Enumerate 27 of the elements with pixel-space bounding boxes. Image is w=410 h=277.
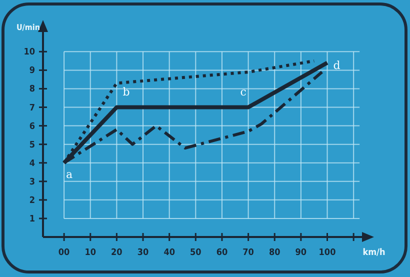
x-axis-title: km/h	[362, 248, 386, 258]
y-tick-label: 8	[29, 84, 36, 95]
y-tick-label: 3	[29, 177, 35, 188]
y-tick-label: 10	[24, 48, 36, 58]
y-tick-label: 4	[29, 158, 36, 169]
x-tick-label: 30	[137, 248, 150, 258]
x-tick-label: 40	[164, 248, 176, 258]
y-tick-label: 9	[29, 66, 36, 76]
annotation: a	[66, 168, 74, 181]
annotation: d	[333, 58, 340, 72]
y-tick-label: 1	[29, 214, 36, 224]
y-tick-label: 6	[29, 122, 36, 132]
x-tick-label: 00	[58, 248, 70, 258]
x-tick-label: 90	[295, 248, 307, 258]
y-tick-label: 5	[29, 140, 36, 150]
x-tick-label: 20	[111, 248, 123, 258]
annotation: c	[240, 85, 246, 98]
x-tick-label: 50	[190, 248, 202, 258]
x-tick-label: 10	[84, 248, 96, 258]
x-tick-label: 60	[216, 248, 228, 258]
y-tick-label: 7	[29, 103, 35, 114]
annotation: b	[122, 85, 130, 98]
y-tick-label: 2	[29, 196, 35, 206]
y-axis-title: U/min	[16, 23, 40, 32]
x-tick-label: 80	[268, 248, 281, 258]
x-tick-label: 70	[242, 248, 254, 258]
x-tick-label: 100	[318, 248, 336, 258]
